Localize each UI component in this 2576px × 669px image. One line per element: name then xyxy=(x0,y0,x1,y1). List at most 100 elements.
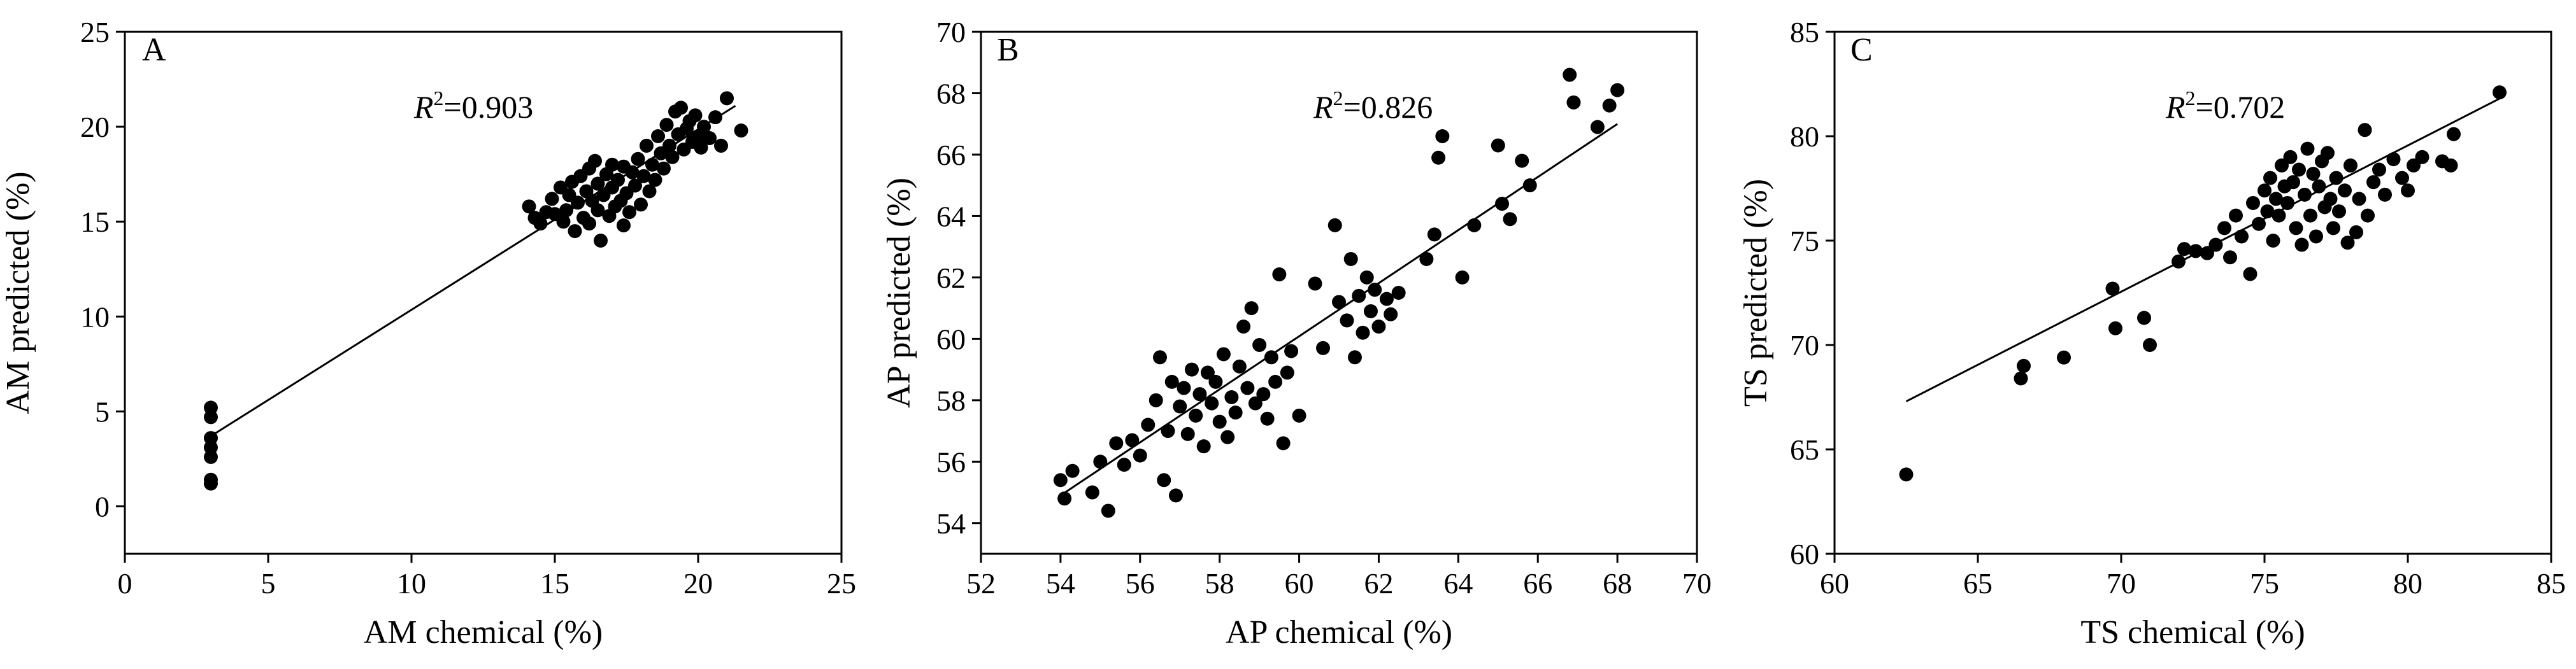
x-tick-label: 65 xyxy=(1963,567,1993,600)
data-point xyxy=(1244,301,1259,316)
x-tick-label: 70 xyxy=(2107,567,2136,600)
data-point xyxy=(1173,399,1187,414)
data-point xyxy=(703,130,717,145)
data-point xyxy=(1133,448,1147,463)
data-point xyxy=(2108,321,2122,335)
x-tick-label: 0 xyxy=(118,567,132,600)
data-point xyxy=(2266,234,2280,248)
data-point xyxy=(622,205,636,220)
panel-label: C xyxy=(1850,32,1873,68)
data-point xyxy=(1161,424,1175,439)
data-point xyxy=(636,169,651,183)
x-tick-label: 10 xyxy=(397,567,426,600)
x-tick-label: 80 xyxy=(2393,567,2422,600)
data-point xyxy=(1148,393,1163,407)
data-point xyxy=(1347,350,1362,365)
data-point xyxy=(1216,347,1231,362)
data-point xyxy=(1602,98,1617,113)
data-point xyxy=(2407,158,2421,173)
x-tick-label: 75 xyxy=(2250,567,2279,600)
y-tick-label: 5 xyxy=(95,395,110,428)
data-point xyxy=(1260,411,1275,426)
x-tick-label: 56 xyxy=(1126,567,1155,600)
data-point xyxy=(1224,390,1239,404)
panel-label: B xyxy=(997,32,1019,68)
x-tick-label: 62 xyxy=(1364,567,1393,600)
data-point xyxy=(1340,313,1354,328)
data-point xyxy=(2223,250,2237,265)
data-point xyxy=(657,161,671,176)
data-point xyxy=(1252,338,1267,352)
data-point xyxy=(204,449,218,464)
r-squared-value: =0.903 xyxy=(444,89,534,125)
x-tick-label: 5 xyxy=(261,567,276,600)
y-axis-title: AM predicted (%) xyxy=(0,171,36,414)
data-point xyxy=(1899,467,1914,482)
data-point xyxy=(1168,488,1183,503)
y-tick-label: 58 xyxy=(936,384,966,417)
data-point xyxy=(1180,426,1195,441)
data-point xyxy=(631,151,645,166)
data-point xyxy=(2386,152,2401,167)
data-point xyxy=(2303,208,2317,223)
x-tick-label: 68 xyxy=(1603,567,1632,600)
data-point xyxy=(708,110,722,125)
data-point xyxy=(1359,270,1374,285)
data-point xyxy=(1284,344,1299,358)
data-point xyxy=(590,203,605,218)
data-point xyxy=(1276,436,1291,451)
data-point xyxy=(2338,183,2352,198)
data-point xyxy=(1065,463,1080,478)
data-point xyxy=(2275,158,2289,173)
data-point xyxy=(568,224,582,239)
data-point xyxy=(2269,192,2283,206)
panel-a: 0 5 10 15 20 25 0 5 10 15 20 25 AM chemical (%) AM pr… xyxy=(0,16,856,651)
data-point xyxy=(1164,374,1179,389)
x-tick-label: 20 xyxy=(683,567,713,600)
data-point xyxy=(1101,504,1115,518)
data-point xyxy=(648,173,662,187)
data-point xyxy=(1057,491,1072,506)
data-point xyxy=(640,138,654,153)
data-point xyxy=(1196,439,1211,454)
data-point xyxy=(2300,141,2315,156)
data-point xyxy=(1332,295,1346,309)
data-point xyxy=(2200,246,2214,260)
data-point xyxy=(2415,150,2429,164)
data-point xyxy=(1590,120,1605,134)
data-point xyxy=(1189,408,1203,423)
r-squared-value: =0.702 xyxy=(2196,89,2286,125)
data-point xyxy=(1503,212,1517,227)
y-tick-label: 0 xyxy=(95,490,110,523)
data-point xyxy=(2014,371,2028,386)
data-point xyxy=(559,203,573,218)
data-point xyxy=(1431,150,1446,165)
y-tick-label: 66 xyxy=(936,139,966,171)
data-point xyxy=(2143,338,2157,352)
data-point xyxy=(662,138,676,153)
data-point xyxy=(2493,85,2507,100)
data-point xyxy=(2343,158,2358,173)
x-tick-label: 54 xyxy=(1046,567,1075,600)
data-point xyxy=(1184,362,1199,377)
data-point xyxy=(1280,365,1294,380)
r-symbol: R xyxy=(413,89,434,125)
data-point xyxy=(2246,195,2260,210)
data-point xyxy=(1177,381,1191,395)
data-point xyxy=(1192,387,1207,402)
y-tick-label: 70 xyxy=(936,16,966,48)
data-point xyxy=(2272,208,2286,223)
data-point xyxy=(2263,171,2277,185)
data-point xyxy=(1368,283,1382,297)
data-point xyxy=(2298,187,2312,202)
data-point xyxy=(2366,175,2380,190)
data-point xyxy=(2358,123,2372,137)
plot-frame xyxy=(1833,31,2552,555)
data-point xyxy=(2312,179,2326,194)
x-tick-label: 52 xyxy=(966,567,996,600)
data-point xyxy=(533,216,548,231)
y-tick-label: 75 xyxy=(1790,225,1819,257)
data-point xyxy=(1379,292,1394,306)
data-point xyxy=(2321,146,2335,160)
data-point xyxy=(2395,171,2409,185)
